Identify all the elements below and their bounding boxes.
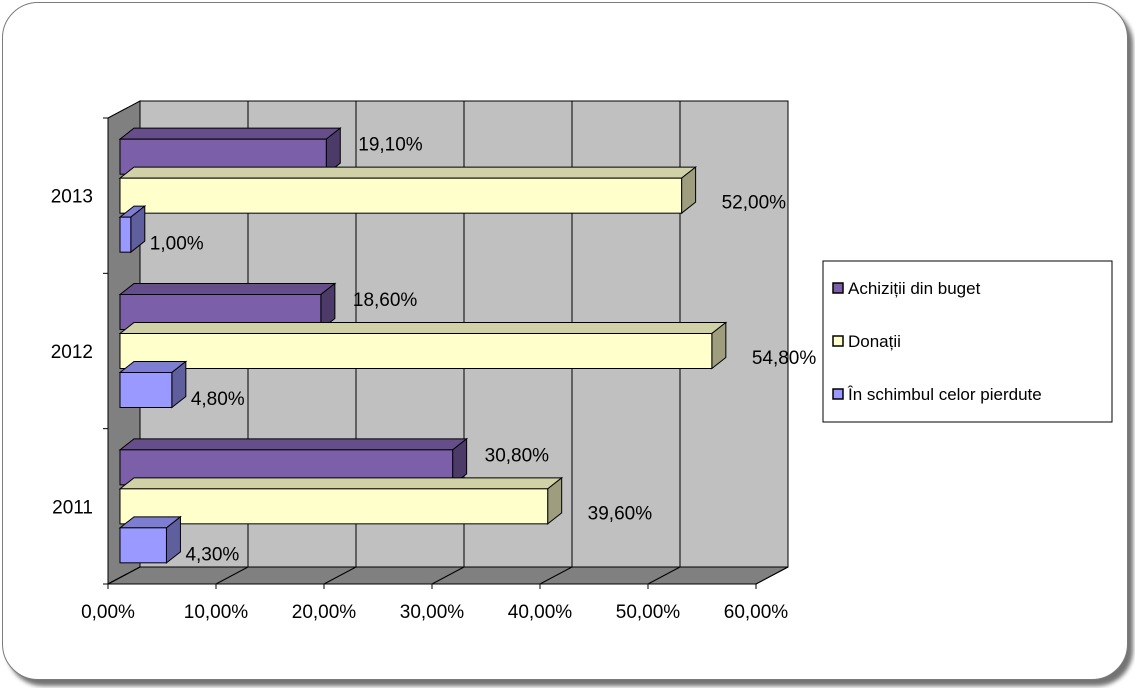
bar-in-schimbul-celor-pierdute-2012 [118,360,188,409]
bar-top-face [118,283,337,295]
legend-swatch [832,335,844,347]
legend-item: În schimbul celor pierdute [832,385,1042,404]
legend-swatch [832,388,844,400]
legend-swatch [832,282,844,294]
bar-donatii-2012 [118,321,728,370]
data-label: 18,60% [353,290,418,311]
x-tick-label: 0,00% [81,602,135,623]
floor-gridline [755,566,789,585]
bar-front-face [119,177,683,214]
bar-front-face [119,333,713,369]
bar-in-schimbul-celor-pierdute-2013 [118,205,147,254]
bar-top-face [118,477,564,490]
x-tick-label: 20,00% [292,602,357,623]
data-label: 1,00% [150,234,204,255]
data-label: 52,00% [722,193,787,214]
legend-label: În schimbul celor pierdute [847,385,1042,404]
floor-gridline [107,566,141,585]
bar-donatii-2013 [118,166,698,215]
bar-front-face [119,372,173,408]
data-label: 30,80% [485,445,550,466]
bar-top-face [118,322,728,334]
floor-gridline [431,566,465,585]
floor-gridline [539,566,573,585]
bar-front-face [119,488,549,525]
floor-gridline [323,566,357,585]
x-tick-label: 40,00% [508,602,573,623]
bar-in-schimbul-celor-pierdute-2011 [118,515,182,564]
data-label: 39,60% [588,503,653,524]
legend-box [822,260,1113,423]
x-tick-label: 10,00% [184,602,249,623]
bar-top-face [118,166,698,179]
data-label: 54,80% [752,348,817,369]
x-tick-label: 50,00% [616,602,681,623]
x-tick-label: 30,00% [400,602,465,623]
bar-donatii-2011 [118,476,564,525]
legend-item: Donații [832,332,901,351]
floor-gridline [647,566,681,585]
x-tick-label: 60,00% [724,602,789,623]
bar-front-face [119,527,167,564]
legend-item: Achiziții din buget [832,279,981,298]
bar-top-face [118,438,469,451]
floor-gridline [215,566,249,585]
bar-front-face [119,216,132,253]
y-tick-label: 2013 [51,187,93,208]
data-label: 19,10% [358,135,423,156]
legend-label: Donații [848,332,901,351]
data-label: 4,30% [185,544,239,565]
y-tick-label: 2011 [52,497,93,518]
data-label: 4,80% [191,389,245,410]
bar-top-face [118,127,342,140]
y-tick-label: 2012 [51,342,93,363]
legend: Achiziții din buget Donații În schimbul ce… [822,260,1113,423]
legend-label: Achiziții din buget [848,279,981,298]
